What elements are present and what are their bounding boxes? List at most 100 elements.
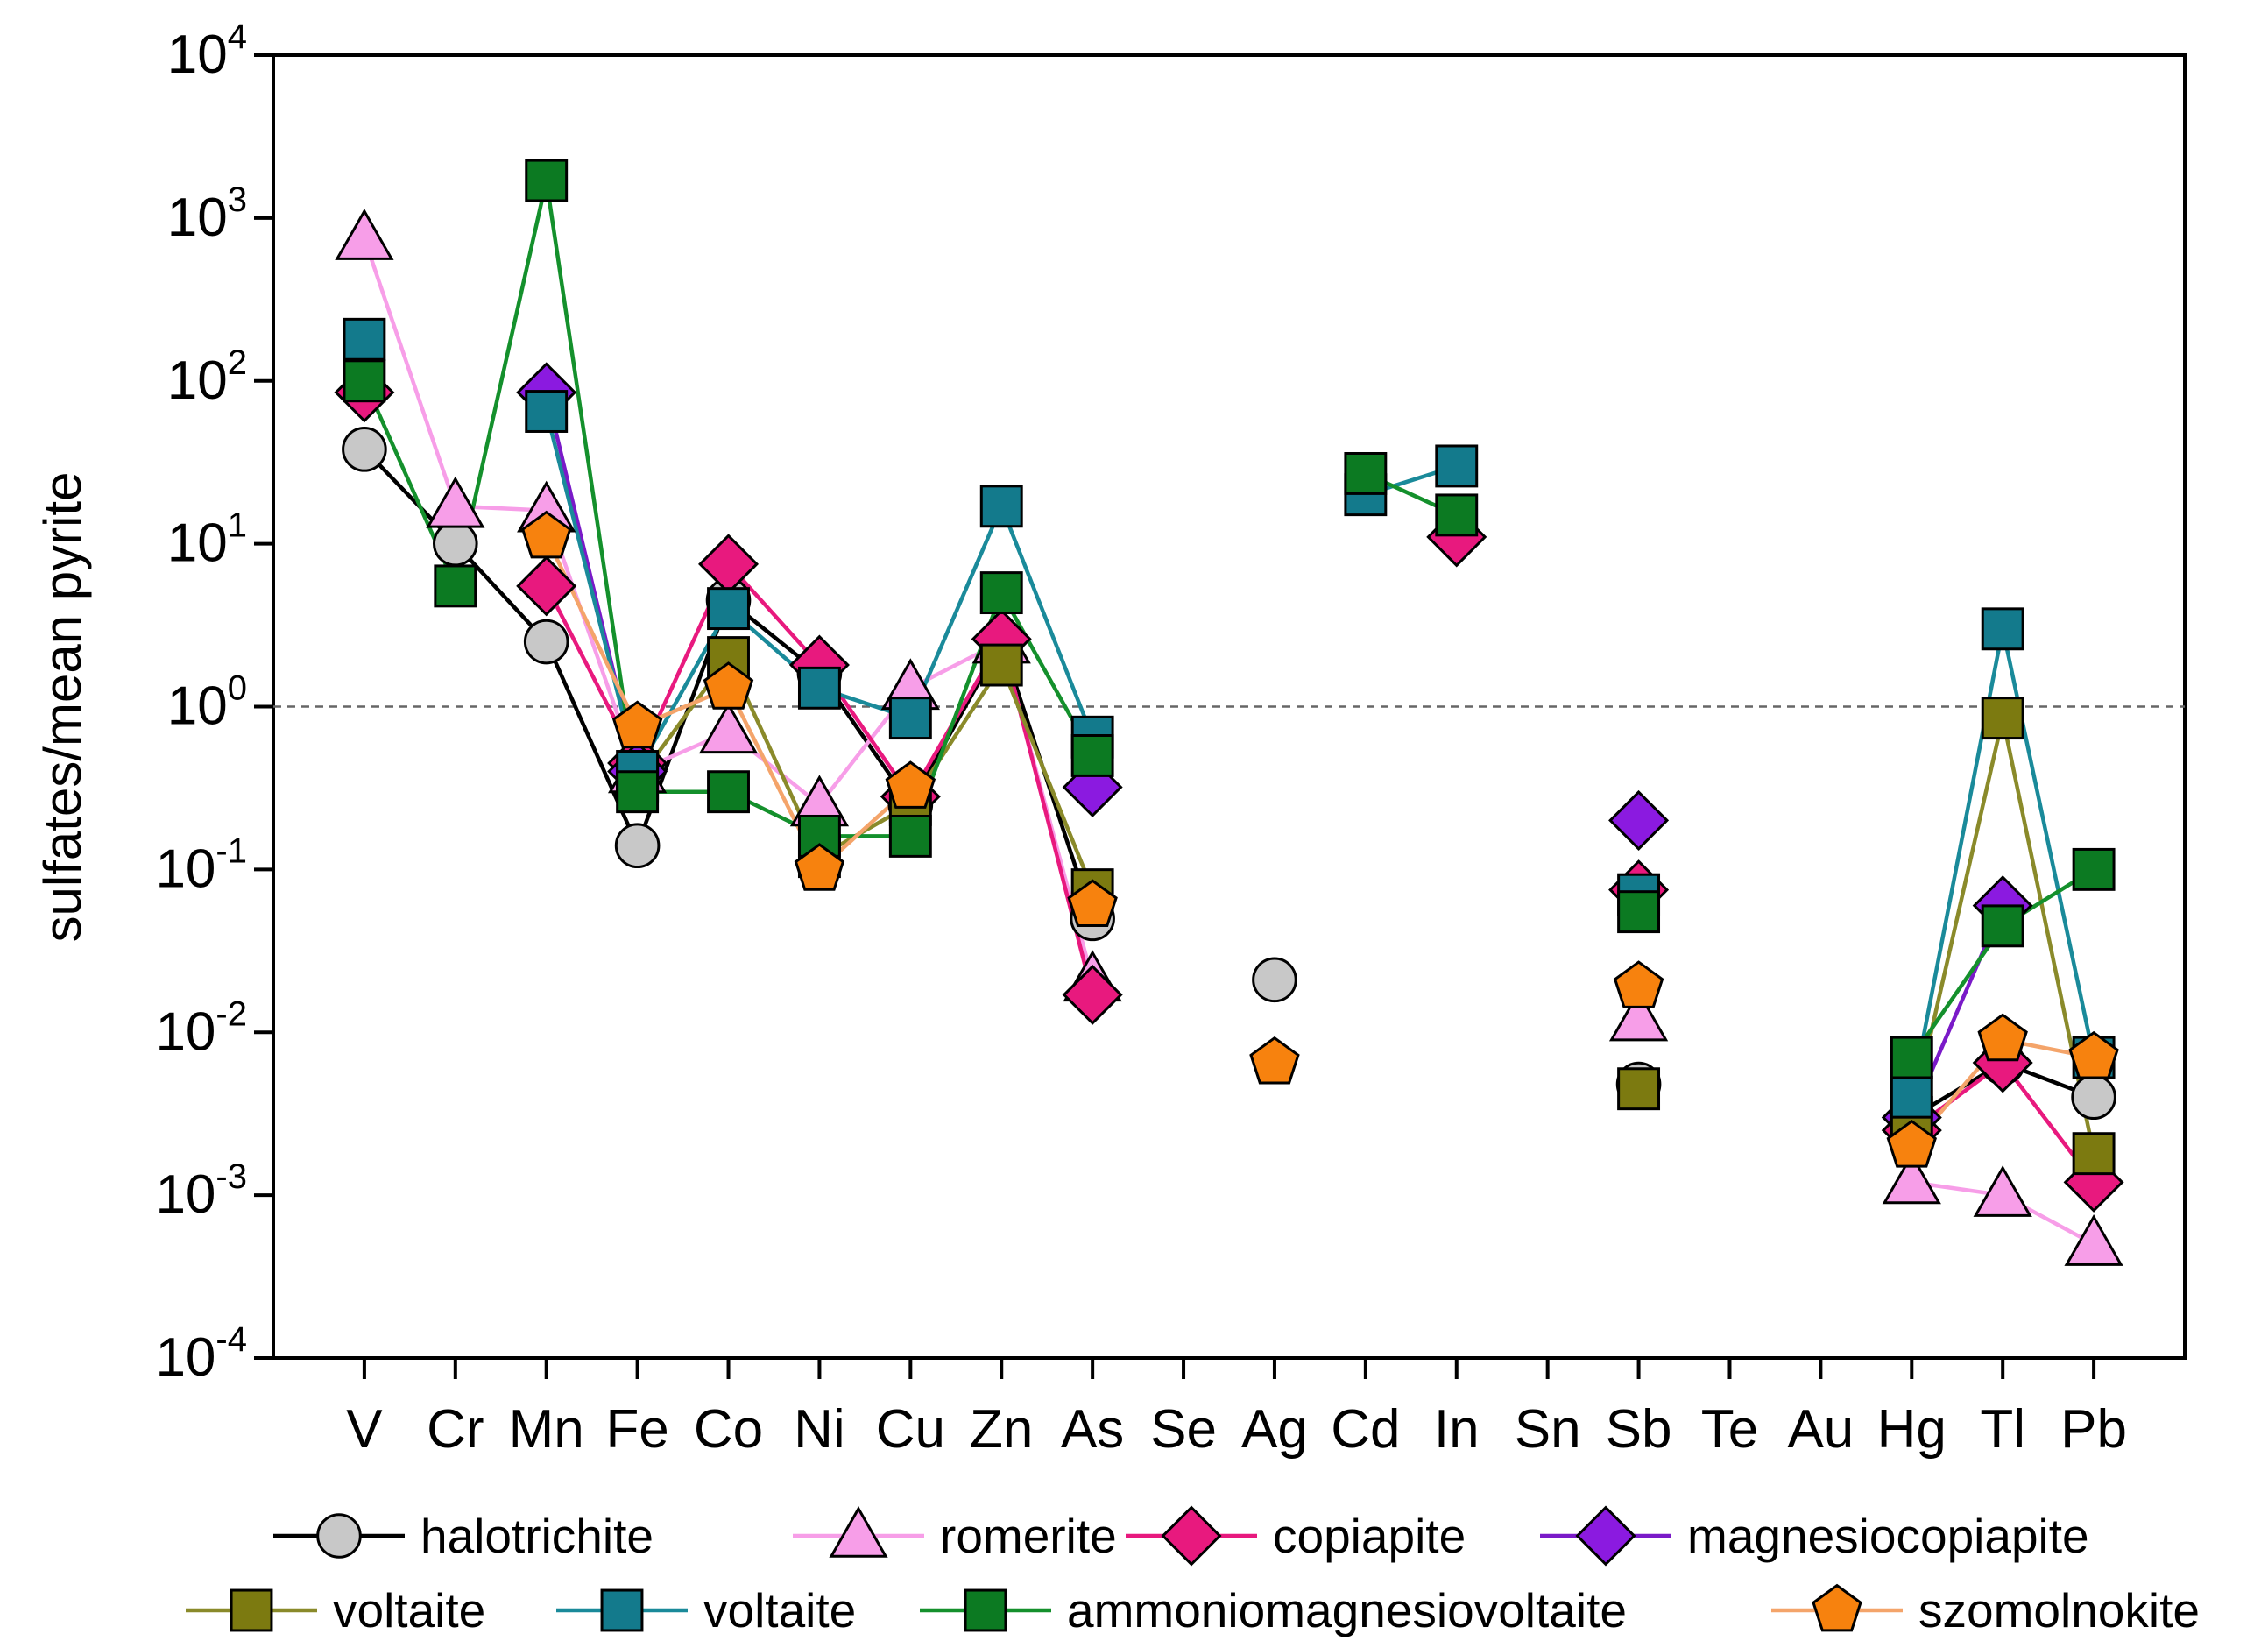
legend-item-voltaite-4: voltaite [186,1583,485,1637]
legend-swatch-marker [1812,1583,1862,1632]
data-point-szomolnokite-7-Hg [1886,1119,1938,1168]
data-point-voltaite-5-Zn [979,485,1023,528]
y-tick-label: 102 [167,343,247,411]
series-markers-ammoniomagnesiovoltaite-6 [343,159,2116,1079]
data-point-ammoniomagnesiovoltaite-6-Mn [525,159,569,202]
y-axis: 10-4 10-3 10-2 10-1 100 101 102 103 104 [155,18,273,1388]
legend-label: ammoniomagnesiovoltaite [1067,1583,1627,1637]
data-point-romerite-1-Co [698,702,759,754]
legend-label: halotrichite [420,1509,654,1563]
data-point-ammoniomagnesiovoltaite-6-Cu [888,814,932,858]
data-point-copiapite-2-Mn [516,555,577,617]
data-point-szomolnokite-7-As [1067,879,1118,928]
legend-label: voltaite [333,1583,485,1637]
y-axis-title: sulfates/mean pyrite [33,472,92,943]
x-tick-label: Fe [605,1399,668,1460]
data-point-voltaite-5-Mn [525,390,569,433]
data-point-ammoniomagnesiovoltaite-6-As [1070,734,1114,777]
data-point-voltaite-5-Hg [1890,1075,1933,1119]
series-markers-voltaite-4 [616,636,2116,1176]
x-tick-label: Au [1787,1399,1854,1460]
data-point-szomolnokite-7-Pb [2068,1030,2119,1079]
data-point-romerite-1-Cr [426,476,485,528]
legend-swatch-marker [1575,1505,1636,1567]
x-tick-label: Mn [509,1399,584,1460]
data-point-halotrichite-0-Mn [523,619,569,665]
y-tick-label: 101 [167,506,247,574]
x-tick-label: Tl [1980,1399,2025,1460]
data-point-ammoniomagnesiovoltaite-6-Fe [616,770,660,814]
data-point-ammoniomagnesiovoltaite-6-Cr [434,564,477,608]
legend-swatch-marker [230,1588,273,1632]
series-markers-magnesiocopiapite-3 [516,362,2033,1148]
data-point-romerite-1-Pb [2064,1214,2123,1266]
series-layer [334,159,2124,1266]
data-point-halotrichite-0-V [342,427,387,472]
x-tick-label: Zn [970,1399,1033,1460]
data-point-szomolnokite-7-Mn [520,510,572,559]
data-point-romerite-1-Tl [1973,1165,2032,1217]
x-tick-label: Pb [2060,1399,2127,1460]
y-tick-label: 10-2 [155,994,247,1062]
data-point-ammoniomagnesiovoltaite-6-Sb [1617,890,1661,934]
legend-item-voltaite-5: voltaite [556,1583,856,1637]
y-tick-label: 103 [167,180,247,248]
x-tick-label: V [346,1399,383,1460]
x-tick-label: Cr [427,1399,484,1460]
data-point-ammoniomagnesiovoltaite-6-Pb [2072,847,2116,891]
legend-swatch-marker [964,1588,1007,1632]
series-line-voltaite-4 [635,654,1095,891]
y-tick-label: 10-1 [155,831,247,899]
data-point-szomolnokite-7-Ni [794,843,845,891]
data-point-voltaite-5-Tl [1981,607,2024,651]
legend-swatch-marker [316,1513,362,1559]
legend: halotrichite romerite copiapite magnesiocop… [186,1505,2200,1637]
x-tick-label: Te [1701,1399,1758,1460]
data-point-szomolnokite-7-Cu [885,760,936,809]
data-point-copiapite-2-Tl [1972,1032,2033,1093]
legend-label: szomolnokite [1918,1583,2200,1637]
legend-item-ammoniomagnesiovoltaite-6: ammoniomagnesiovoltaite [920,1583,1627,1637]
x-tick-label: Cu [876,1399,945,1460]
x-tick-label: In [1434,1399,1480,1460]
x-tick-label: Sn [1515,1399,1581,1460]
y-tick-label: 10-3 [155,1157,247,1225]
data-point-voltaite-4-Tl [1981,697,2024,740]
legend-item-szomolnokite-7: szomolnokite [1771,1583,2200,1637]
legend-item-halotrichite-0: halotrichite [273,1509,654,1563]
data-point-szomolnokite-7-Sb [1613,960,1664,1008]
data-point-halotrichite-0-Ag [1252,957,1297,1003]
legend-item-romerite-1: romerite [793,1505,1117,1563]
series-markers-romerite-1 [335,209,2123,1266]
legend-swatch-marker [600,1588,644,1632]
data-point-ammoniomagnesiovoltaite-6-Cd [1344,451,1388,495]
data-point-ammoniomagnesiovoltaite-6-In [1435,493,1479,537]
data-point-halotrichite-0-Fe [614,823,661,869]
data-point-szomolnokite-7-Fe [611,700,663,749]
x-tick-label: Sb [1606,1399,1672,1460]
legend-swatch-marker [1161,1505,1222,1567]
data-point-voltaite-5-In [1435,444,1479,488]
legend-label: romerite [940,1509,1117,1563]
data-point-voltaite-5-Ni [797,666,841,710]
data-point-voltaite-4-Pb [2072,1132,2116,1176]
data-point-halotrichite-0-Cr [433,520,478,567]
data-point-ammoniomagnesiovoltaite-6-V [343,359,386,403]
series-markers-copiapite-2 [334,362,2124,1213]
x-tick-label: Ni [794,1399,845,1460]
legend-label: voltaite [703,1583,856,1637]
data-point-voltaite-4-Zn [979,643,1023,687]
data-point-szomolnokite-7-Tl [1977,1013,2028,1062]
data-point-romerite-1-V [335,209,394,260]
y-tick-label: 100 [167,669,247,737]
legend-item-magnesiocopiapite-3: magnesiocopiapite [1540,1505,2089,1567]
data-point-ammoniomagnesiovoltaite-6-Co [707,770,750,814]
series-markers-szomolnokite-7 [520,510,2119,1168]
x-tick-label: As [1061,1399,1124,1460]
series-markers-voltaite-5 [343,317,2116,1119]
x-tick-label: Hg [1877,1399,1947,1460]
y-tick-label: 104 [167,18,247,85]
legend-item-copiapite-2: copiapite [1126,1505,1466,1567]
legend-swatch-marker [829,1505,888,1558]
